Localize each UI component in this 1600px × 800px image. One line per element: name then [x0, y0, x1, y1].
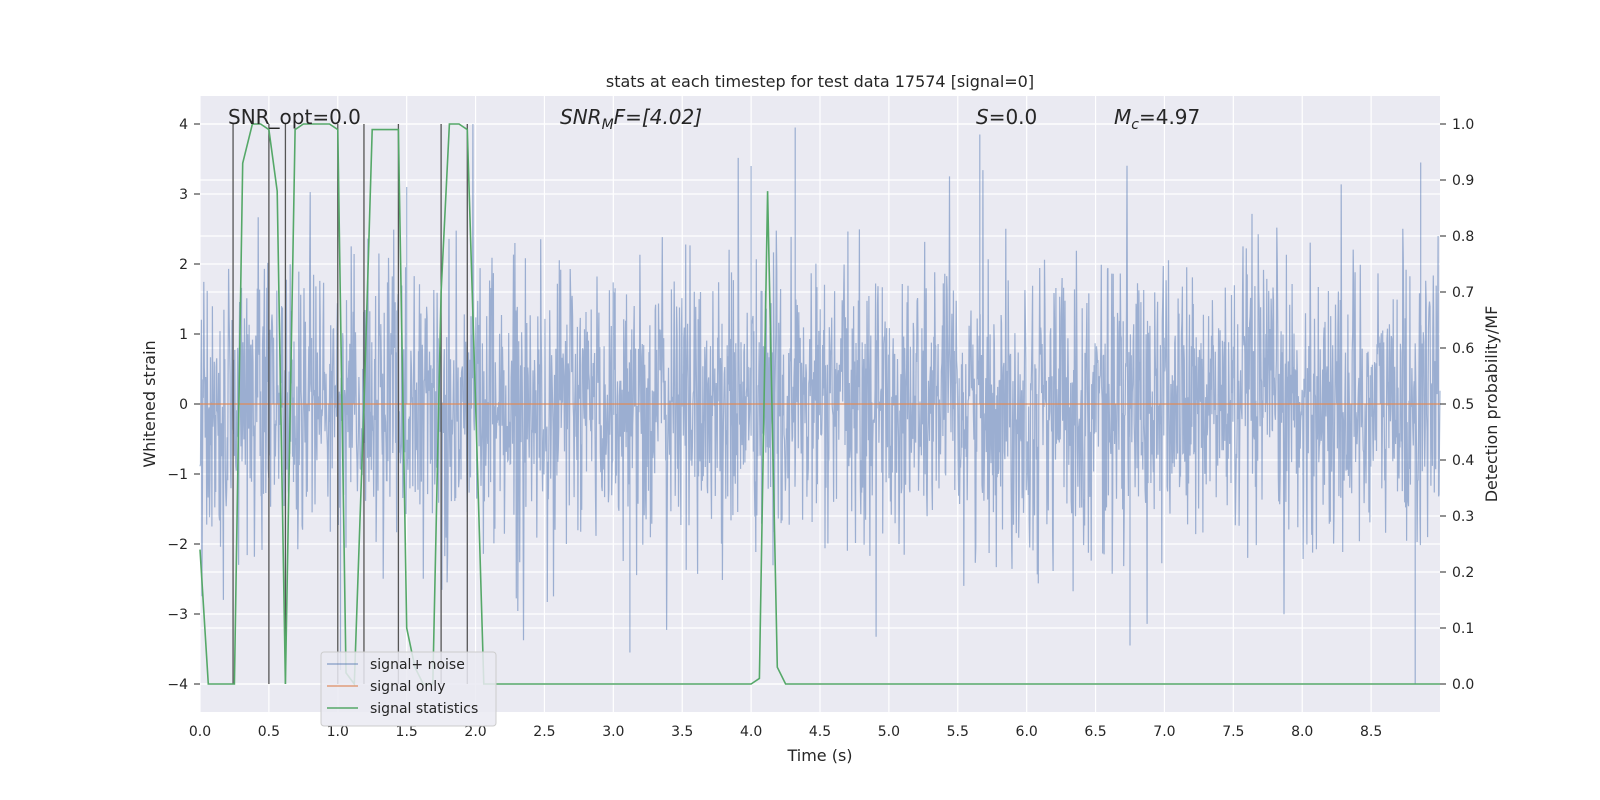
y-tick-label: 4	[179, 117, 188, 133]
s-prefix: S	[976, 105, 989, 129]
y2-tick-label: 0.6	[1452, 341, 1474, 357]
x-tick-label: 4.5	[809, 724, 831, 740]
y2-tick-label: 0.5	[1452, 397, 1474, 413]
x-tick-label: 1.5	[396, 724, 418, 740]
tick-labels-layer: 0.0 0.5 1.0 1.5 2.0 2.5 3.0 3.5 4.0 4.5 5.0 5.5 6.0 6…	[167, 117, 1474, 740]
s-annotation: S=0.0	[976, 105, 1037, 129]
y2-tick-label: 1.0	[1452, 117, 1474, 133]
snr-opt-annotation: SNR_opt=0.0	[228, 105, 361, 129]
y-tick-label: 0	[179, 397, 188, 413]
y2-tick-label: 0.7	[1452, 285, 1474, 301]
y-tick-label: −4	[167, 677, 188, 693]
signal-statistics-line	[199, 123, 1440, 687]
x-tick-label: 5.5	[947, 724, 969, 740]
legend-label-signal-only: signal only	[370, 679, 445, 695]
x-tick-label: 0.5	[258, 724, 280, 740]
x-tick-label: 4.0	[740, 724, 762, 740]
y-tick-label: 3	[179, 187, 188, 203]
mc-suffix: =4.97	[1139, 105, 1200, 129]
mc-prefix: M	[1114, 105, 1131, 129]
x-tick-label: 1.0	[327, 724, 349, 740]
x-tick-label: 2.5	[533, 724, 555, 740]
snr-mf-subscript: M	[602, 117, 614, 133]
y-tick-label: −1	[167, 467, 188, 483]
snr-mf-suffix: F=[4.02]	[614, 105, 702, 129]
mc-annotation: Mc=4.97	[1114, 105, 1200, 133]
signal-statistics-layer	[199, 123, 1440, 687]
snr-mf-annotation: SNRMF=[4.02]	[560, 105, 702, 133]
noise-series-layer	[199, 123, 1441, 684]
s-suffix: =0.0	[989, 105, 1038, 129]
legend-box	[320, 651, 497, 727]
x-tick-label: 0.0	[189, 724, 211, 740]
y2-tick-label: 0.0	[1452, 677, 1474, 693]
snr-mf-prefix: SNR	[560, 105, 602, 129]
legend-label-signal-statistics: signal statistics	[370, 701, 478, 717]
chart-title: stats at each timestep for test data 175…	[606, 72, 1034, 91]
x-tick-label: 7.0	[1153, 724, 1175, 740]
x-tick-label: 5.0	[878, 724, 900, 740]
y2-tick-label: 0.1	[1452, 621, 1474, 637]
y-axis-label: Whitened strain	[140, 340, 159, 467]
y-tick-label: −2	[167, 537, 188, 553]
x-tick-label: 3.0	[602, 724, 624, 740]
x-tick-label: 8.0	[1291, 724, 1313, 740]
y2-tick-label: 0.3	[1452, 509, 1474, 525]
x-tick-label: 2.0	[464, 724, 486, 740]
x-tick-label: 7.5	[1222, 724, 1244, 740]
y-tick-label: −3	[167, 607, 188, 623]
y2-tick-label: 0.2	[1452, 565, 1474, 581]
y2-tick-label: 0.9	[1452, 173, 1474, 189]
x-tick-label: 3.5	[671, 724, 693, 740]
mc-subscript: c	[1131, 117, 1139, 133]
signal-noise-line	[199, 123, 1441, 684]
x-tick-label: 6.0	[1016, 724, 1038, 740]
x-tick-label: 8.5	[1360, 724, 1382, 740]
legend-label-signal-noise: signal+ noise	[370, 657, 465, 673]
x-tick-label: 6.5	[1084, 724, 1106, 740]
x-axis-label: Time (s)	[786, 746, 852, 765]
y-tick-label: 1	[179, 327, 188, 343]
y2-axis-label: Detection probability/MF	[1482, 306, 1501, 503]
marker-lines-layer	[232, 124, 468, 684]
y2-tick-label: 0.4	[1452, 453, 1474, 469]
y-tick-label: 2	[179, 257, 188, 273]
legend: signal+ noise signal only signal statist…	[320, 651, 497, 727]
y2-tick-label: 0.8	[1452, 229, 1474, 245]
